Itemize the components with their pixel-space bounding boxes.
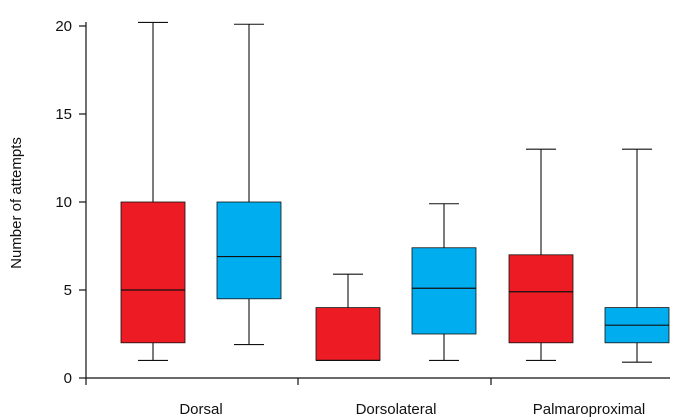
y-tick-label: 15 [55,106,72,123]
x-category-label: Dorsolateral [356,401,437,418]
box-plot-dorsal-2 [216,23,282,346]
iqr-box [315,307,381,361]
y-tick-label: 20 [55,18,72,35]
box-plot-palmaroproximal-1 [508,148,574,361]
y-tick-label: 10 [55,194,72,211]
box-plot-dorsolateral-2 [411,203,477,361]
y-tick-label: 5 [64,282,72,299]
iqr-box [216,201,282,300]
x-category-label: Palmaroproximal [533,401,646,418]
plot-area [120,21,670,363]
y-axis-title: Number of attempts [8,137,25,269]
x-axis: Dorsal Dorsolateral Palmaroproximal [85,377,670,418]
x-category-label: Dorsal [179,401,222,418]
iqr-box [411,247,477,335]
box-plot-palmaroproximal-2 [604,148,670,363]
box-plot-dorsal-1 [120,21,186,361]
iqr-box [120,201,186,344]
iqr-box [508,254,574,344]
y-axis: 0 5 10 15 20 [55,18,87,387]
box-plot-dorsolateral-1 [315,273,381,361]
y-tick-label: 0 [64,370,72,387]
